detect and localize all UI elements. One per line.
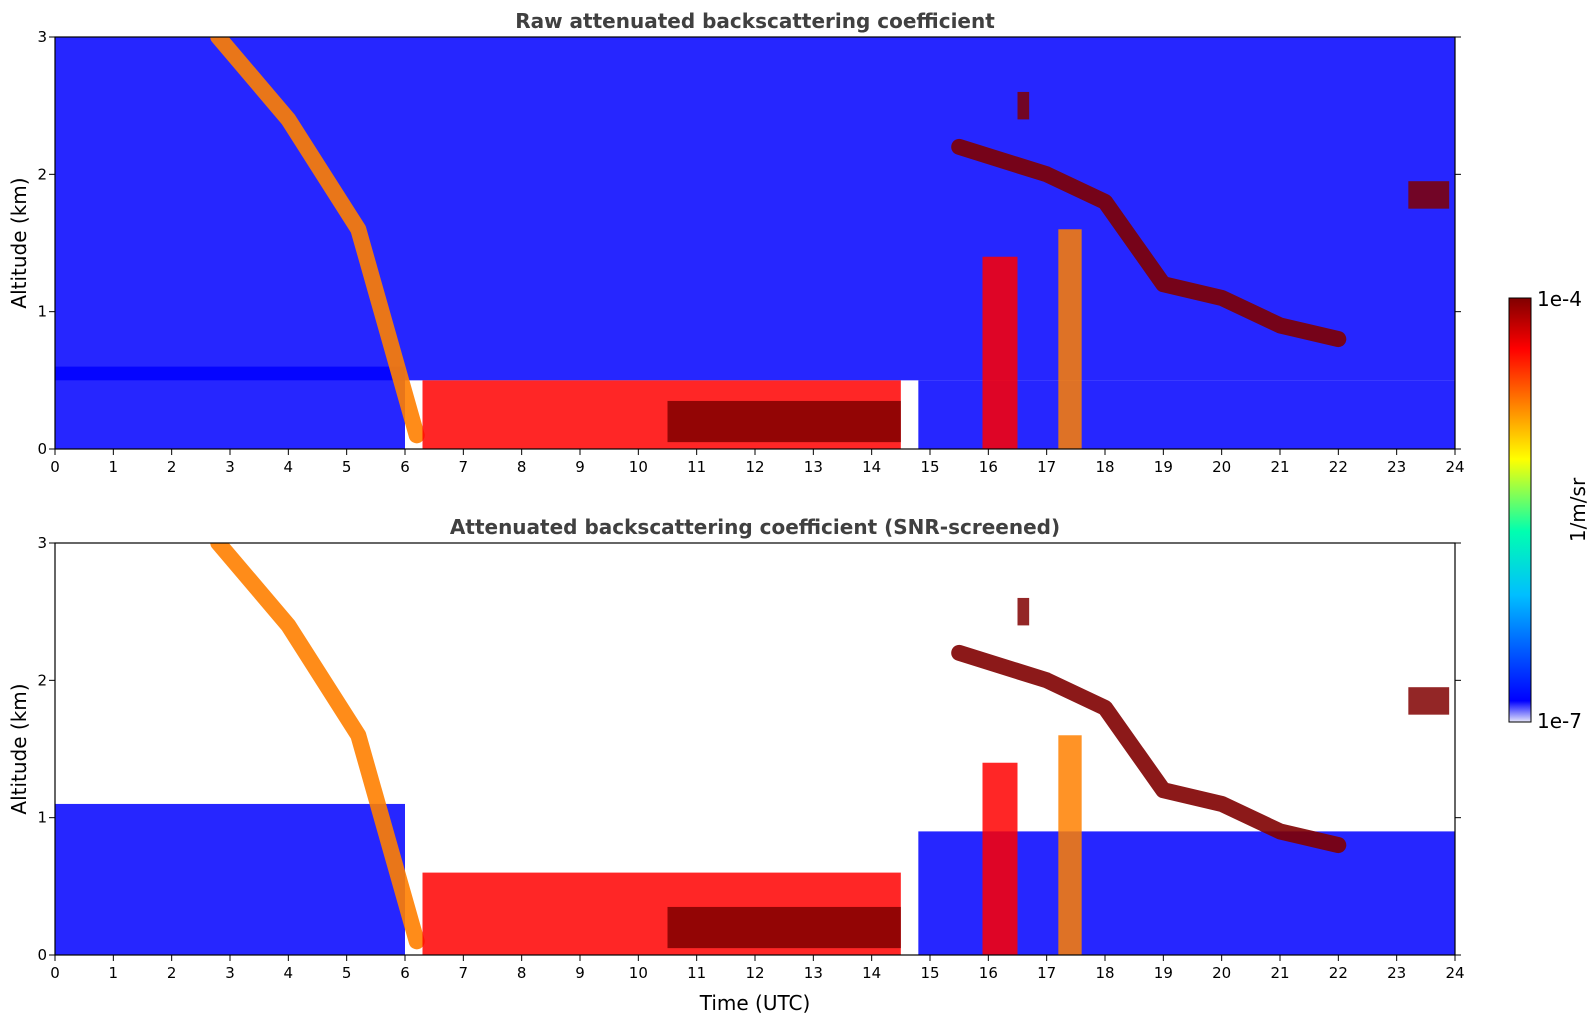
x-tick-label: 0	[50, 458, 60, 476]
x-tick-label: 13	[804, 964, 823, 982]
x-tick-label: 22	[1329, 458, 1348, 476]
x-tick-label: 14	[862, 964, 881, 982]
x-tick-label: 6	[400, 964, 410, 982]
x-tick-label: 20	[1212, 964, 1231, 982]
x-tick-label: 2	[167, 964, 177, 982]
top-x-axis: 0 1 2 3 4 5 6 7 8 9 10 11 12 13 14 15 16 17 18 19 20 21 22 23 24	[50, 449, 1465, 476]
heatmap-cell	[982, 256, 1018, 449]
heatmap-cell	[210, 543, 425, 950]
x-tick-label: 20	[1212, 458, 1231, 476]
x-tick-label: 9	[575, 458, 585, 476]
x-tick-label: 3	[225, 458, 235, 476]
heatmap-cell	[951, 138, 1347, 348]
x-tick-label: 8	[517, 964, 527, 982]
x-tick-label: 8	[517, 458, 527, 476]
x-tick-label: 17	[1037, 458, 1056, 476]
bottom-x-axis: 0 1 2 3 4 5 6 7 8 9 10 11 12 13 14 15 16 17 18 19 20 21 22 23 24	[50, 955, 1465, 982]
heatmap-cell	[1017, 597, 1030, 626]
x-tick-label: 0	[50, 964, 60, 982]
y-tick-label: 1	[37, 809, 47, 827]
y-tick-label: 0	[37, 946, 47, 964]
top-y-axis: 0 1 2 3	[37, 28, 1461, 458]
x-tick-label: 17	[1037, 964, 1056, 982]
top-heatmap	[55, 37, 1455, 449]
x-tick-label: 7	[459, 458, 469, 476]
x-tick-label: 11	[687, 458, 706, 476]
x-tick-label: 15	[920, 964, 939, 982]
heatmap-cell	[1408, 181, 1450, 209]
x-tick-label: 24	[1445, 964, 1464, 982]
y-tick-label: 0	[37, 440, 47, 458]
colorbar-unit-label: 1/m/sr	[1566, 477, 1590, 542]
x-tick-label: 18	[1095, 964, 1114, 982]
x-tick-label: 1	[109, 964, 119, 982]
heatmap-cell	[210, 37, 425, 444]
heatmap-cell	[982, 762, 1018, 955]
x-tick-label: 6	[400, 458, 410, 476]
x-tick-label: 10	[629, 458, 648, 476]
x-tick-label: 19	[1154, 964, 1173, 982]
x-tick-label: 16	[979, 964, 998, 982]
y-tick-label: 3	[37, 534, 47, 552]
x-tick-label: 4	[284, 964, 294, 982]
x-tick-label: 21	[1270, 458, 1289, 476]
x-tick-label: 10	[629, 964, 648, 982]
bottom-y-axis: 0 1 2 3	[37, 534, 1461, 964]
x-tick-label: 24	[1445, 458, 1464, 476]
x-tick-label: 12	[745, 964, 764, 982]
x-tick-label: 21	[1270, 964, 1289, 982]
x-tick-label: 9	[575, 964, 585, 982]
x-tick-label: 2	[167, 458, 177, 476]
x-tick-label: 3	[225, 964, 235, 982]
x-tick-label: 5	[342, 964, 352, 982]
top-chart-title: Raw attenuated backscattering coefficien…	[515, 9, 995, 33]
top-y-axis-label: Altitude (km)	[7, 177, 31, 308]
x-tick-label: 7	[459, 964, 469, 982]
heatmap-cell	[951, 644, 1347, 854]
bottom-y-axis-label: Altitude (km)	[7, 683, 31, 814]
bottom-x-axis-label: Time (UTC)	[699, 991, 811, 1015]
x-tick-label: 13	[804, 458, 823, 476]
heatmap-cell	[667, 906, 901, 949]
x-tick-label: 4	[284, 458, 294, 476]
heatmap-cell	[55, 37, 1455, 381]
x-tick-label: 14	[862, 458, 881, 476]
x-tick-label: 15	[920, 458, 939, 476]
heatmap-cell	[1408, 687, 1450, 715]
x-tick-label: 5	[342, 458, 352, 476]
heatmap-cell	[1058, 735, 1082, 955]
x-tick-label: 11	[687, 964, 706, 982]
x-tick-label: 23	[1387, 458, 1406, 476]
y-tick-label: 3	[37, 28, 47, 46]
x-tick-label: 12	[745, 458, 764, 476]
y-tick-label: 2	[37, 165, 47, 183]
x-tick-label: 1	[109, 458, 119, 476]
x-tick-label: 22	[1329, 964, 1348, 982]
bottom-chart-title: Attenuated backscattering coefficient (S…	[450, 515, 1060, 539]
x-tick-label: 16	[979, 458, 998, 476]
bottom-heatmap	[55, 543, 1455, 955]
colorbar-max-label: 1e-4	[1537, 287, 1582, 311]
colorbar-min-label: 1e-7	[1537, 709, 1582, 733]
y-tick-label: 2	[37, 671, 47, 689]
colorbar	[1508, 297, 1532, 723]
y-tick-label: 1	[37, 303, 47, 321]
heatmap-cell	[55, 803, 405, 955]
heatmap-cell	[55, 366, 405, 449]
x-tick-label: 19	[1154, 458, 1173, 476]
heatmap-cell	[1058, 229, 1082, 449]
x-tick-label: 18	[1095, 458, 1114, 476]
x-tick-label: 23	[1387, 964, 1406, 982]
heatmap-cell	[1017, 91, 1030, 120]
heatmap-cell	[667, 400, 901, 443]
